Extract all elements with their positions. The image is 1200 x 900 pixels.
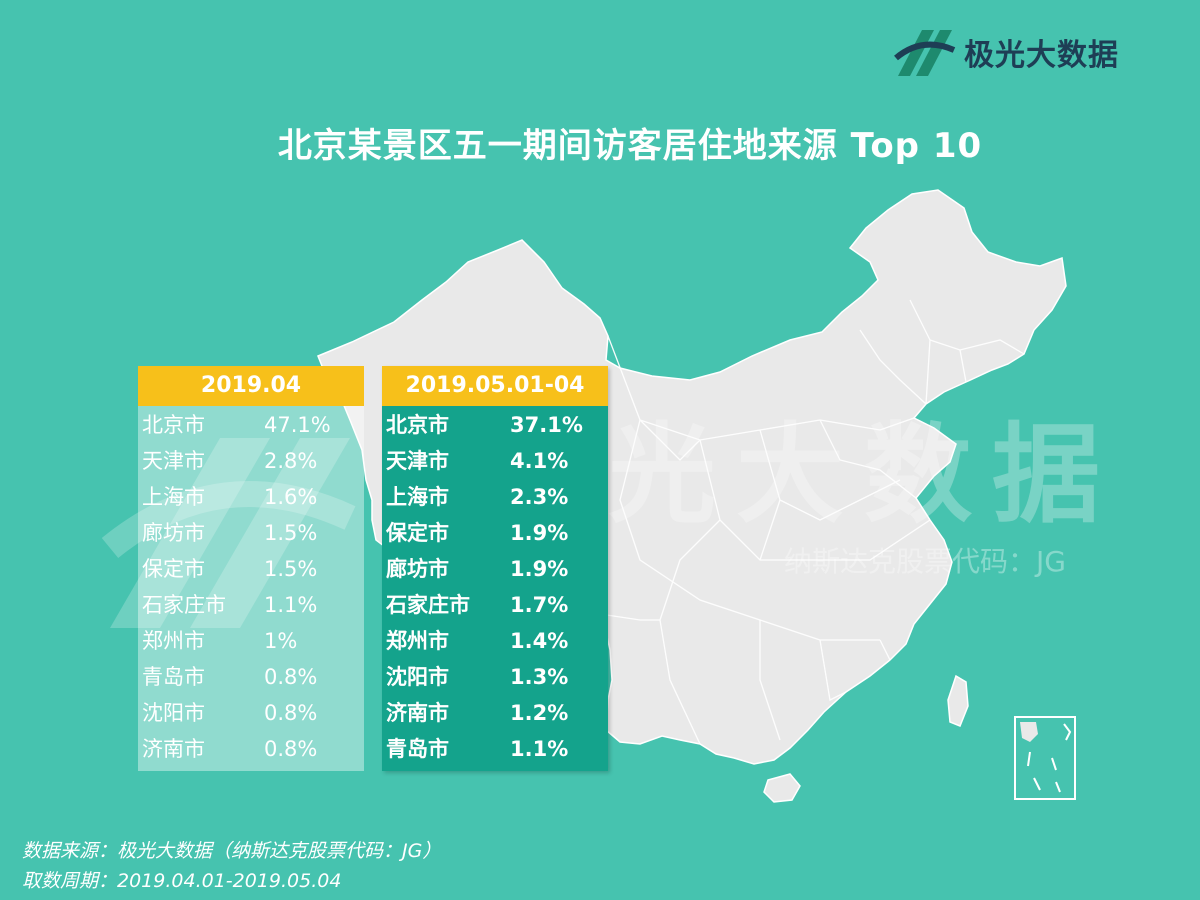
share-value: 1.7% [510,593,569,617]
brand-name: 极光大数据 [964,38,1119,73]
table-row: 济南市 1.2% [382,695,608,731]
city-name: 廊坊市 [142,521,205,545]
city-name: 沈阳市 [142,701,205,725]
south-china-sea-islands-icon [1020,722,1072,793]
table-row: 保定市 1.5% [138,551,364,587]
watermark-subtext: 纳斯达克股票代码：JG [784,545,1066,578]
share-value: 2.3% [510,485,569,509]
share-value: 1.5% [264,521,318,545]
share-value: 0.8% [264,701,318,725]
table-row: 石家庄市 1.7% [382,587,608,623]
city-name: 天津市 [142,449,205,473]
watermark-logo-icon [101,438,356,628]
table-row: 沈阳市 1.3% [382,659,608,695]
city-name: 济南市 [142,737,205,761]
city-name: 天津市 [386,449,449,473]
table-row: 青岛市 1.1% [382,731,608,767]
share-value: 1.1% [510,737,569,761]
city-name: 廊坊市 [386,557,449,581]
table-row: 天津市 2.8% [138,443,364,479]
city-name: 沈阳市 [386,665,449,689]
table-row: 北京市 37.1% [382,407,608,443]
share-value: 2.8% [264,449,318,473]
share-value: 1.2% [510,701,569,725]
table-row: 廊坊市 1.5% [138,515,364,551]
table-row: 郑州市 1.4% [382,623,608,659]
city-name: 青岛市 [386,737,449,761]
share-value: 4.1% [510,449,569,473]
jiguang-logo-icon [894,30,956,76]
table-row: 北京市 47.1% [138,407,364,443]
page-title: 北京某景区五一期间访客居住地来源 Top 10 [277,126,983,166]
city-name: 石家庄市 [386,593,470,617]
table-row: 天津市 4.1% [382,443,608,479]
table-body: 北京市 47.1% 天津市 2.8% 上海市 1.6% 廊坊市 1.5% 保定市 1.5% 石家庄市… [138,406,364,771]
table-row: 青岛市 0.8% [138,659,364,695]
taiwan-island [947,674,969,727]
share-value: 37.1% [510,413,583,437]
city-name: 北京市 [142,413,205,437]
south-china-sea-inset [1014,716,1076,800]
city-name: 北京市 [386,413,449,437]
table-row: 济南市 0.8% [138,731,364,767]
city-name: 济南市 [386,701,449,725]
city-name: 保定市 [142,557,205,581]
share-value: 1.9% [510,521,569,545]
table-2019-05-01-04: 2019.05.01-04 北京市 37.1% 天津市 4.1% 上海市 2.3% 保定市 1… [382,366,608,771]
city-name: 上海市 [386,485,449,509]
table-header: 2019.05.01-04 [382,366,608,406]
city-name: 上海市 [142,485,205,509]
table-body: 北京市 37.1% 天津市 4.1% 上海市 2.3% 保定市 1.9% 廊坊市 1.9% 石家庄市… [382,406,608,771]
share-value: 1.4% [510,629,569,653]
city-name: 郑州市 [386,629,449,653]
data-period: 取数周期：2019.04.01-2019.05.04 [22,870,342,892]
table-row: 廊坊市 1.9% [382,551,608,587]
table-row: 沈阳市 0.8% [138,695,364,731]
hainan-island [763,773,801,803]
table-row: 石家庄市 1.1% [138,587,364,623]
share-value: 0.8% [264,665,318,689]
share-value: 1% [264,629,298,653]
share-value: 47.1% [264,413,331,437]
share-value: 0.8% [264,737,318,761]
table-row: 上海市 1.6% [138,479,364,515]
city-name: 石家庄市 [142,593,226,617]
city-name: 保定市 [386,521,449,545]
city-name: 郑州市 [142,629,205,653]
share-value: 1.3% [510,665,569,689]
city-name: 青岛市 [142,665,205,689]
brand: 极光大数据 [892,24,1119,80]
table-row: 上海市 2.3% [382,479,608,515]
share-value: 1.6% [264,485,318,509]
footer: 数据来源：极光大数据（纳斯达克股票代码：JG） 取数周期：2019.04.01-… [22,836,441,896]
table-row: 郑州市 1% [138,623,364,659]
data-source: 数据来源：极光大数据（纳斯达克股票代码：JG） [22,840,442,862]
table-row: 保定市 1.9% [382,515,608,551]
share-value: 1.5% [264,557,318,581]
table-header: 2019.04 [138,366,364,406]
share-value: 1.9% [510,557,569,581]
share-value: 1.1% [264,593,318,617]
table-2019-04: 2019.04 北京市 47.1% 天津市 2.8% 上海市 1.6% 廊坊市 1.5% 保定市… [138,366,364,771]
